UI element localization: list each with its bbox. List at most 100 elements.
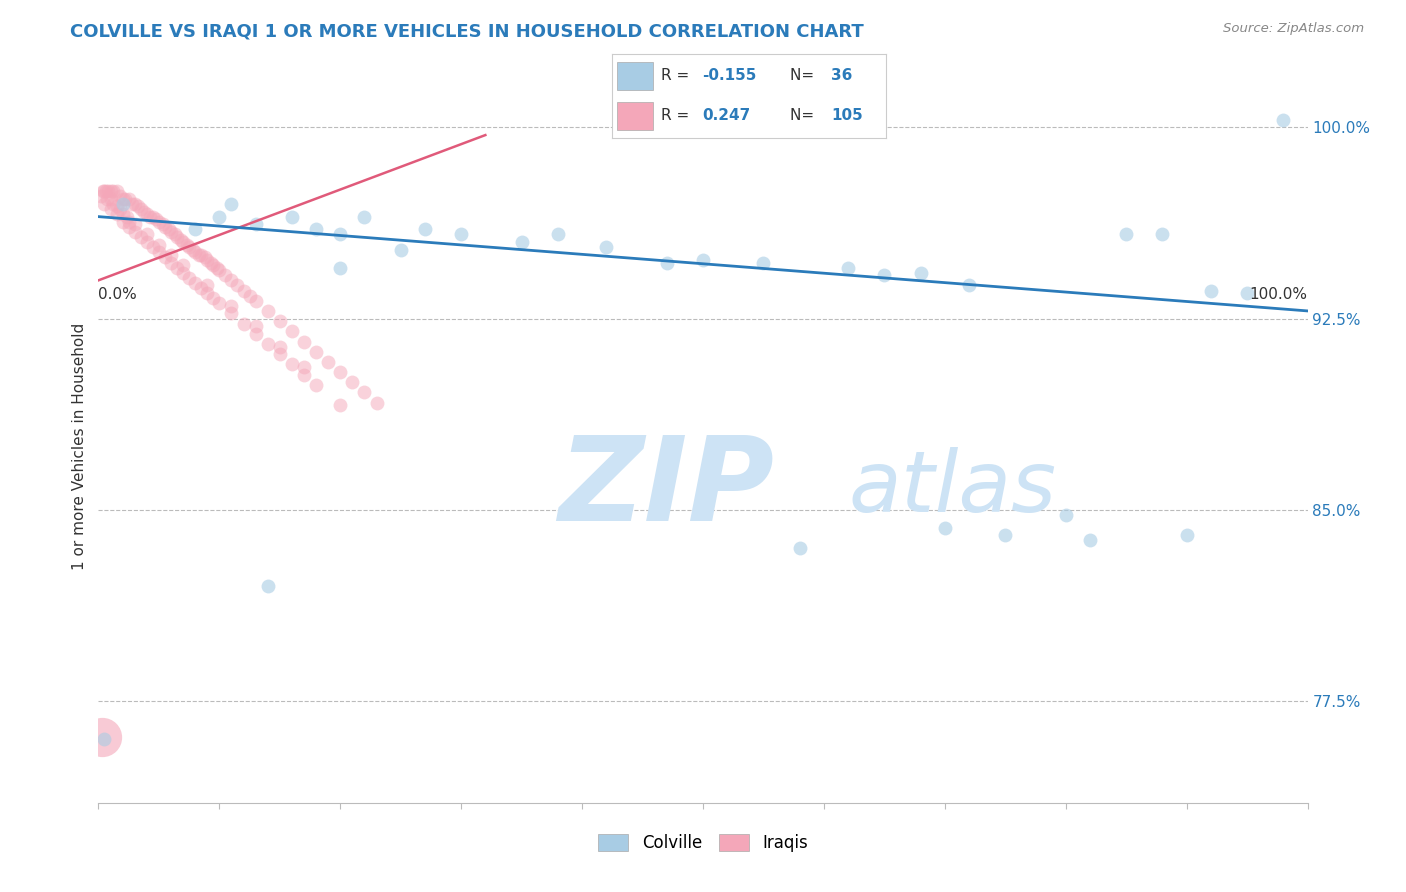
Point [121,197,143,211]
Point [329,365,352,379]
Point [93,197,115,211]
Point [1272,112,1295,127]
Point [160,255,183,269]
Point [100,184,122,198]
Point [124,217,146,231]
Point [129,202,152,216]
Point [124,197,146,211]
Point [269,347,291,361]
Point [176,237,198,252]
Point [134,204,156,219]
Point [172,235,194,249]
Text: 0.0%: 0.0% [98,287,138,301]
Point [184,245,207,260]
Point [181,243,204,257]
Point [208,263,231,277]
Point [353,385,375,400]
Point [195,286,218,301]
Point [1054,508,1077,522]
Point [305,344,328,359]
Point [655,255,678,269]
Text: 100.0%: 100.0% [1250,287,1308,301]
Point [389,243,412,257]
Point [96,192,118,206]
Point [1152,227,1174,242]
Point [353,210,375,224]
Text: -0.155: -0.155 [702,68,756,83]
Point [135,227,157,242]
Point [281,324,304,338]
Point [281,358,304,372]
Point [245,319,267,334]
Point [208,296,231,310]
Point [342,376,364,390]
Point [190,281,212,295]
Point [245,217,267,231]
Text: N=: N= [790,68,818,83]
Point [226,278,249,293]
Point [316,355,339,369]
Y-axis label: 1 or more Vehicles in Household: 1 or more Vehicles in Household [72,322,87,570]
Point [135,207,157,221]
Text: N=: N= [790,108,818,123]
Point [163,227,186,242]
Point [934,520,956,534]
Text: atlas: atlas [848,447,1056,531]
Point [179,270,201,285]
Point [184,276,207,290]
Point [221,197,243,211]
Point [281,210,304,224]
Point [117,210,139,224]
Point [127,199,149,213]
Point [994,528,1017,542]
Point [148,237,170,252]
Point [108,202,131,216]
Point [153,219,176,234]
Text: 36: 36 [831,68,852,83]
Point [245,326,267,341]
Point [111,192,134,206]
Point [305,377,328,392]
Point [752,255,775,269]
Point [214,268,236,283]
Text: Source: ZipAtlas.com: Source: ZipAtlas.com [1223,22,1364,36]
Point [510,235,533,249]
Point [100,192,122,206]
Point [200,255,222,269]
Point [595,240,617,254]
Point [105,207,128,221]
Point [547,227,569,242]
Point [160,248,183,262]
Point [97,184,120,198]
Point [152,217,174,231]
Point [256,579,278,593]
Point [329,227,352,242]
Point [1175,528,1198,542]
Point [157,222,180,236]
Point [232,284,254,298]
Point [692,252,714,267]
Point [195,252,218,267]
Point [101,184,124,198]
Point [1115,227,1137,242]
Point [329,398,352,412]
Point [221,299,243,313]
Point [111,197,134,211]
Point [142,210,165,224]
Point [148,215,170,229]
Point [129,230,152,244]
Point [232,317,254,331]
Point [194,251,217,265]
Bar [617,62,652,90]
Point [93,732,115,747]
Point [1078,533,1101,548]
Point [184,222,207,236]
Point [166,230,188,244]
Bar [617,102,652,130]
Text: 105: 105 [831,108,863,123]
Point [1199,284,1222,298]
Point [292,334,315,349]
Point [269,340,291,354]
Point [93,184,115,198]
Point [139,210,162,224]
